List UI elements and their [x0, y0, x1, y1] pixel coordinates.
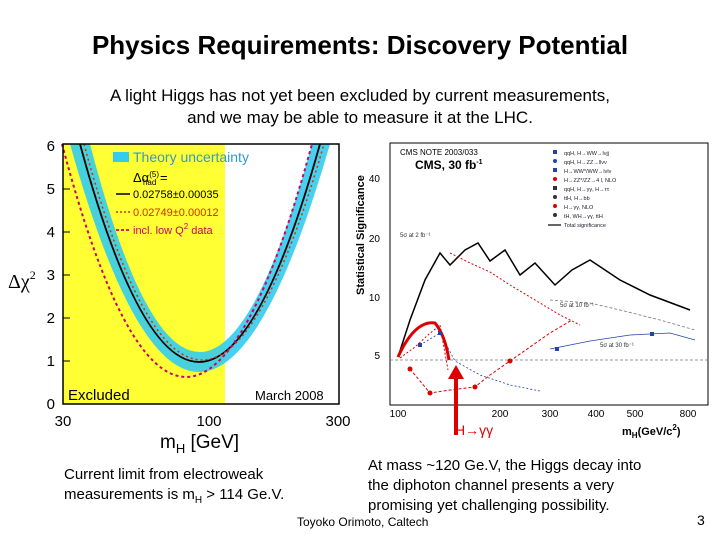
cms-title: CMS, 30 fb-1: [415, 158, 483, 172]
legend-val1: 0.02758±0.00035: [133, 189, 219, 201]
xtick: 100: [196, 413, 221, 430]
ytick: 6: [47, 138, 55, 155]
cms-plot: 5 10 20 40 100 200 300 400 500 800 mH(Ge…: [355, 142, 709, 440]
ytick: 2: [47, 310, 55, 327]
right-note-line2: the diphoton channel presents a very: [368, 477, 614, 494]
right-note-line1: At mass ~120 Ge.V, the Higgs decay into: [368, 457, 642, 474]
cms-legend-item: H→WW*/WW→lνlν: [564, 169, 612, 175]
cms-legend-item: qqH, H→ZZ→llνν: [564, 160, 607, 166]
lumi-label: 5σ at 2 fb⁻¹: [400, 233, 431, 239]
theory-band: [70, 144, 330, 372]
xtick: 800: [680, 409, 697, 420]
total-significance-curve: [397, 242, 691, 358]
cms-y-axis-label: Statistical Significance: [355, 175, 367, 295]
xtick: 400: [588, 409, 605, 420]
ytick: 0: [47, 396, 55, 413]
cms-legend-item: tH, WH→γγ, ttH: [564, 214, 603, 220]
ytick: 3: [47, 267, 55, 284]
xtick: 200: [492, 409, 509, 420]
hgg-curve: [409, 319, 573, 394]
subtitle-line-1: A light Higgs has not yet been excluded …: [110, 86, 610, 105]
subtitle-line-2: and we may be able to measure it at the …: [187, 108, 533, 127]
fit-curve-dotted: [83, 143, 325, 361]
right-note-line3: promising yet challenging possibility.: [368, 497, 610, 514]
ytick: 1: [47, 353, 55, 370]
ytick: 40: [369, 174, 381, 185]
cms-plot-frame: [389, 142, 709, 406]
left-note-line1: Current limit from electroweak: [64, 466, 264, 483]
lumi-label: 5σ at 10 fb⁻¹: [560, 303, 594, 309]
ytick: 20: [369, 234, 381, 245]
xtick: 500: [627, 409, 644, 420]
fit-curve-solid: [79, 143, 321, 363]
hgg-arrow-label: H→γγ: [455, 422, 494, 438]
legend-alpha: Δα(5) had =: [133, 170, 168, 187]
plot-frame: [62, 143, 340, 405]
xtick: 300: [542, 409, 559, 420]
ytick: 5: [47, 181, 55, 198]
legend-val2: 0.02749±0.00012: [133, 207, 219, 219]
right-note: At mass ~120 Ge.V, the Higgs decay into …: [368, 456, 641, 516]
legend-swatch-theory: [113, 152, 129, 162]
ytick: 5: [374, 351, 380, 362]
page-number: 3: [697, 512, 705, 528]
left-note: Current limit from electroweak measureme…: [64, 465, 284, 511]
cms-legend-item: ttH, H→bb: [564, 196, 590, 202]
hgg-highlight: [396, 321, 451, 361]
legend-lowq: incl. low Q2 data: [133, 222, 214, 237]
footer: Toyoko Orimoto, Caltech: [297, 515, 429, 529]
xtick: 300: [325, 413, 350, 430]
ytick: 10: [369, 293, 381, 304]
ytick: 4: [47, 224, 55, 241]
cms-legend-total: Total significance: [564, 223, 606, 229]
excluded-label: Excluded: [68, 387, 130, 404]
cms-x-axis-label: mH(GeV/c2): [622, 423, 681, 440]
cms-legend-item: H→γγ, NLO: [564, 205, 594, 211]
cms-legend-item: qqH, H→WW→lνjj: [564, 151, 609, 157]
lumi-label: 5σ at 30 fb⁻¹: [600, 343, 634, 349]
cms-legend-item: qqH, H→γγ, H→ττ: [564, 187, 610, 193]
slide-title: Physics Requirements: Discovery Potentia…: [91, 30, 629, 60]
legend-theory: Theory uncertainty: [133, 149, 249, 165]
cms-note: CMS NOTE 2003/033: [400, 148, 478, 157]
x-axis-label: mH [GeV]: [160, 432, 239, 456]
left-note-line2: measurements is mH > 114 Ge.V.: [64, 486, 285, 506]
cms-legend-item: H→ZZ*/ZZ→4 l, NLO: [564, 178, 617, 184]
date-label: March 2008: [255, 388, 324, 403]
blueband-plot: 0 1 2 3 4 5 6 30 100 300 mH [GeV] Δχ2 Ex…: [8, 138, 351, 456]
xtick: 100: [390, 409, 407, 420]
xtick: 30: [55, 413, 72, 430]
y-axis-label: Δχ2: [8, 268, 36, 293]
